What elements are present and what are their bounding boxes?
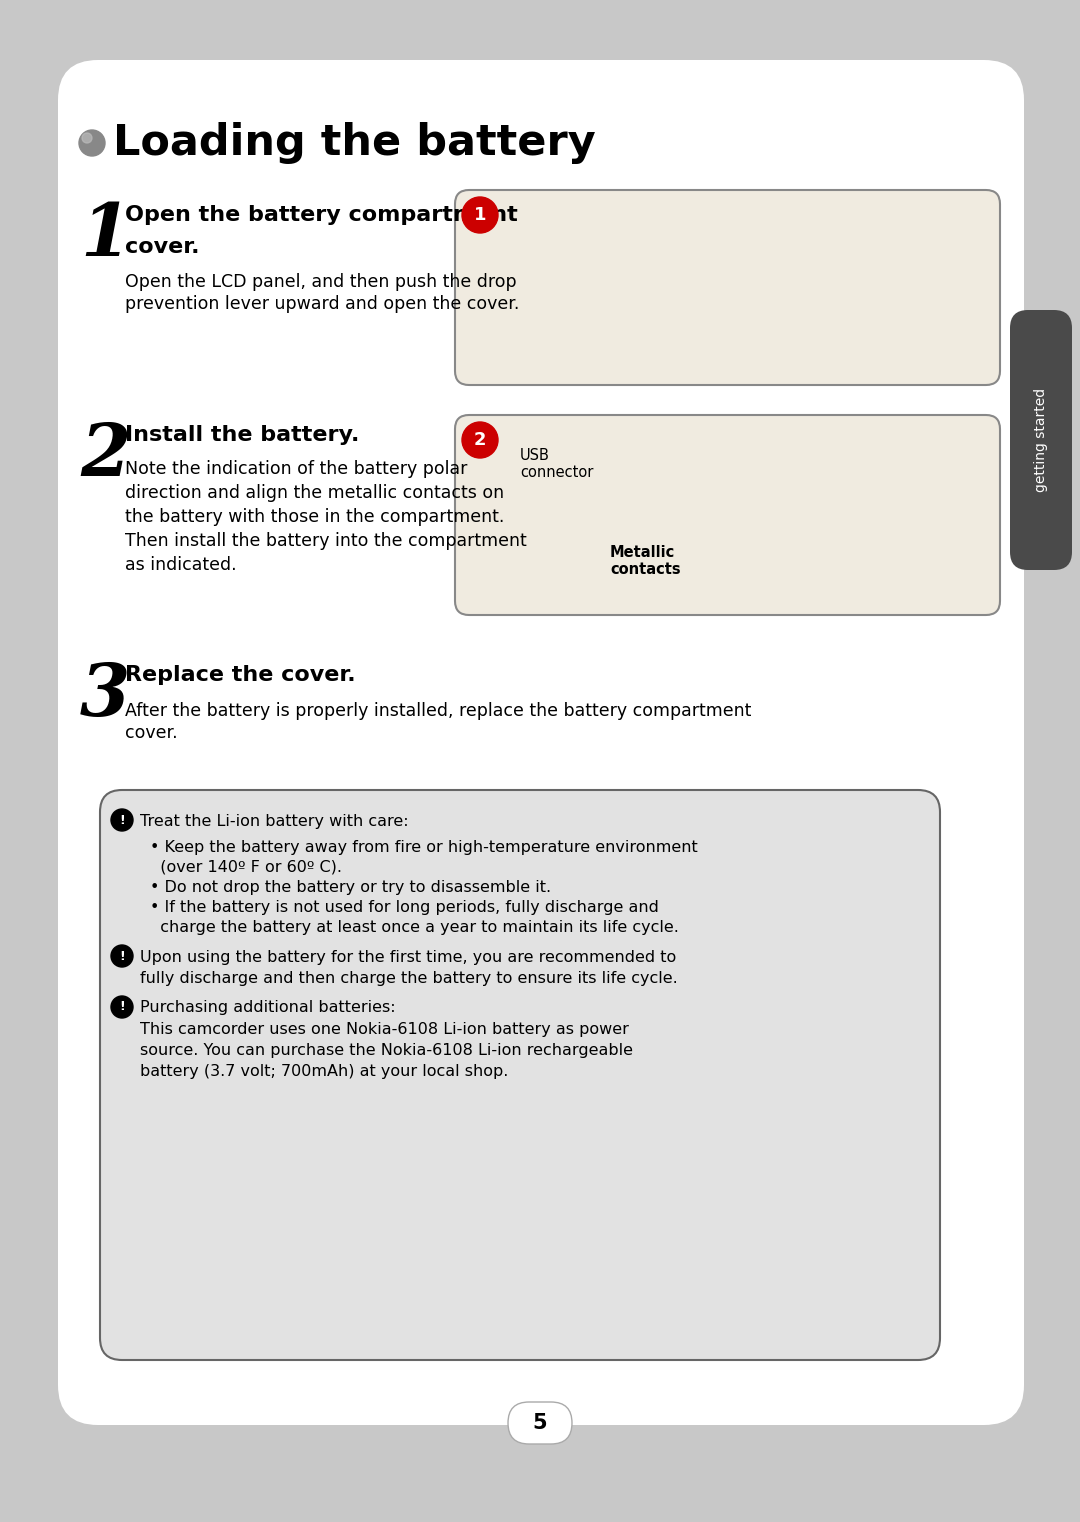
Text: 1: 1 (474, 205, 486, 224)
Text: direction and align the metallic contacts on: direction and align the metallic contact… (125, 484, 504, 502)
Text: the battery with those in the compartment.: the battery with those in the compartmen… (125, 508, 504, 527)
Text: Metallic
contacts: Metallic contacts (610, 545, 680, 577)
Text: Upon using the battery for the first time, you are recommended to: Upon using the battery for the first tim… (140, 950, 676, 965)
Text: (over 140º F or 60º C).: (over 140º F or 60º C). (150, 860, 342, 875)
Circle shape (79, 129, 105, 155)
Circle shape (111, 810, 133, 831)
Text: source. You can purchase the Nokia-6108 Li-ion rechargeable: source. You can purchase the Nokia-6108 … (140, 1043, 633, 1058)
Text: getting started: getting started (1034, 388, 1048, 492)
Text: Note the indication of the battery polar: Note the indication of the battery polar (125, 460, 468, 478)
Text: !: ! (119, 813, 125, 826)
Text: After the battery is properly installed, replace the battery compartment: After the battery is properly installed,… (125, 702, 752, 720)
Text: !: ! (119, 950, 125, 962)
Text: Treat the Li-ion battery with care:: Treat the Li-ion battery with care: (140, 814, 408, 829)
Text: USB
connector: USB connector (519, 447, 593, 481)
FancyBboxPatch shape (455, 190, 1000, 385)
Text: • Do not drop the battery or try to disassemble it.: • Do not drop the battery or try to disa… (150, 880, 551, 895)
Text: Replace the cover.: Replace the cover. (125, 665, 355, 685)
FancyBboxPatch shape (508, 1402, 572, 1444)
Text: 2: 2 (474, 431, 486, 449)
Text: as indicated.: as indicated. (125, 556, 237, 574)
Text: Open the LCD panel, and then push the drop: Open the LCD panel, and then push the dr… (125, 272, 516, 291)
Text: battery (3.7 volt; 700mAh) at your local shop.: battery (3.7 volt; 700mAh) at your local… (140, 1064, 509, 1079)
Circle shape (462, 422, 498, 458)
Text: 1: 1 (80, 199, 131, 271)
Text: charge the battery at least once a year to maintain its life cycle.: charge the battery at least once a year … (150, 919, 679, 935)
Text: • If the battery is not used for long periods, fully discharge and: • If the battery is not used for long pe… (150, 900, 659, 915)
Text: • Keep the battery away from fire or high-temperature environment: • Keep the battery away from fire or hig… (150, 840, 698, 855)
Text: fully discharge and then charge the battery to ensure its life cycle.: fully discharge and then charge the batt… (140, 971, 678, 986)
Circle shape (462, 196, 498, 233)
Text: cover.: cover. (125, 237, 200, 257)
Text: Install the battery.: Install the battery. (125, 425, 360, 444)
Text: Then install the battery into the compartment: Then install the battery into the compar… (125, 533, 527, 549)
Text: 2: 2 (80, 420, 131, 492)
Text: Open the battery compartment: Open the battery compartment (125, 205, 517, 225)
FancyBboxPatch shape (100, 790, 940, 1361)
Circle shape (111, 945, 133, 966)
Text: 3: 3 (80, 661, 131, 731)
Text: This camcorder uses one Nokia-6108 Li-ion battery as power: This camcorder uses one Nokia-6108 Li-io… (140, 1021, 629, 1036)
Circle shape (111, 995, 133, 1018)
FancyBboxPatch shape (1010, 310, 1072, 571)
Text: !: ! (119, 1000, 125, 1014)
Text: 5: 5 (532, 1412, 548, 1434)
Text: Loading the battery: Loading the battery (113, 122, 596, 164)
FancyBboxPatch shape (58, 59, 1024, 1425)
FancyBboxPatch shape (455, 416, 1000, 615)
Text: prevention lever upward and open the cover.: prevention lever upward and open the cov… (125, 295, 519, 314)
Text: Purchasing additional batteries:: Purchasing additional batteries: (140, 1000, 395, 1015)
Circle shape (82, 132, 92, 143)
Text: cover.: cover. (125, 724, 177, 743)
